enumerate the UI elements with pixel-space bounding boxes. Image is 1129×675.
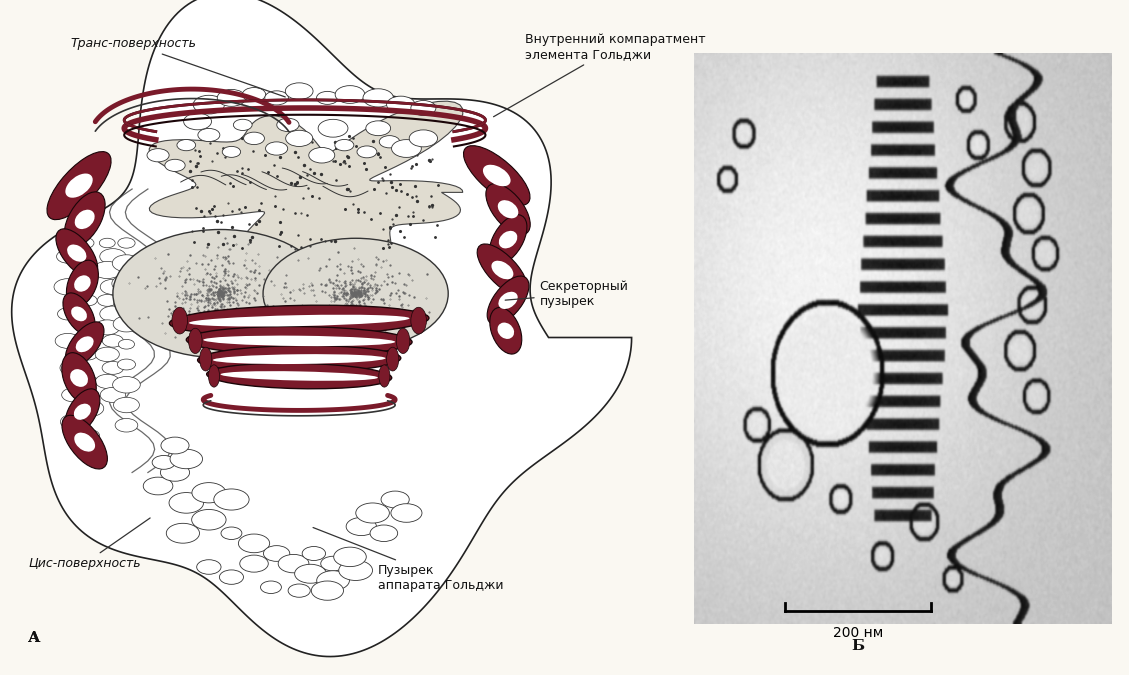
Circle shape (244, 132, 264, 144)
Ellipse shape (67, 260, 98, 307)
Circle shape (102, 361, 124, 375)
Circle shape (386, 96, 415, 113)
Circle shape (392, 140, 421, 157)
Circle shape (56, 250, 79, 263)
Circle shape (58, 308, 78, 320)
Circle shape (221, 527, 242, 539)
Circle shape (219, 570, 244, 585)
Ellipse shape (75, 275, 90, 292)
Ellipse shape (62, 415, 107, 469)
Circle shape (115, 418, 138, 432)
Circle shape (238, 534, 270, 553)
Circle shape (382, 491, 409, 508)
Circle shape (409, 130, 438, 147)
Circle shape (119, 340, 134, 349)
Circle shape (55, 333, 80, 348)
Circle shape (95, 347, 120, 362)
Circle shape (288, 584, 310, 597)
Ellipse shape (478, 244, 527, 296)
Circle shape (295, 564, 326, 583)
Ellipse shape (62, 352, 96, 404)
Ellipse shape (169, 305, 429, 336)
Ellipse shape (64, 192, 105, 247)
Circle shape (335, 140, 353, 151)
Circle shape (334, 547, 366, 566)
Circle shape (278, 554, 309, 573)
Ellipse shape (172, 307, 187, 334)
Ellipse shape (488, 276, 528, 325)
Circle shape (62, 388, 85, 402)
Circle shape (370, 525, 397, 541)
Circle shape (366, 121, 391, 136)
Circle shape (222, 146, 240, 157)
Circle shape (61, 414, 86, 429)
Ellipse shape (65, 389, 99, 435)
Circle shape (54, 279, 81, 295)
Ellipse shape (396, 328, 410, 354)
Circle shape (316, 91, 339, 105)
Ellipse shape (220, 371, 378, 381)
Ellipse shape (67, 244, 87, 262)
Circle shape (76, 238, 94, 248)
Circle shape (112, 275, 141, 292)
Ellipse shape (491, 261, 514, 279)
Text: Цис-поверхность: Цис-поверхность (28, 518, 150, 570)
Circle shape (60, 360, 87, 376)
Circle shape (198, 128, 220, 142)
Circle shape (192, 483, 226, 503)
Circle shape (308, 147, 335, 163)
Ellipse shape (499, 231, 517, 248)
Circle shape (184, 113, 211, 130)
Circle shape (100, 387, 125, 402)
Circle shape (117, 238, 135, 248)
Circle shape (169, 493, 203, 513)
Circle shape (170, 450, 202, 468)
Circle shape (356, 503, 390, 523)
Ellipse shape (411, 307, 427, 334)
Circle shape (357, 146, 377, 158)
Ellipse shape (485, 184, 531, 235)
Circle shape (95, 374, 120, 389)
Circle shape (317, 571, 349, 590)
Polygon shape (149, 101, 463, 279)
Circle shape (161, 437, 189, 454)
Circle shape (391, 504, 422, 522)
Ellipse shape (189, 328, 202, 354)
Circle shape (99, 306, 126, 322)
Circle shape (77, 400, 104, 416)
Text: Секреторный
пузырек: Секреторный пузырек (505, 279, 629, 308)
Circle shape (234, 119, 252, 130)
Circle shape (335, 86, 365, 103)
Ellipse shape (186, 327, 412, 355)
Ellipse shape (73, 404, 91, 420)
Circle shape (114, 398, 139, 412)
Ellipse shape (76, 336, 94, 352)
Circle shape (265, 142, 288, 155)
Circle shape (347, 518, 376, 535)
Circle shape (239, 555, 269, 572)
Circle shape (114, 296, 139, 311)
Ellipse shape (498, 200, 518, 218)
Circle shape (113, 377, 140, 393)
Circle shape (95, 320, 120, 335)
Ellipse shape (203, 335, 395, 346)
Ellipse shape (379, 365, 390, 387)
Ellipse shape (75, 210, 95, 229)
Circle shape (312, 581, 343, 600)
Ellipse shape (498, 323, 514, 339)
Circle shape (112, 254, 141, 272)
Circle shape (99, 248, 126, 265)
Circle shape (364, 89, 393, 107)
Text: Транс-поверхность: Транс-поверхность (70, 37, 286, 97)
Ellipse shape (209, 365, 219, 387)
Ellipse shape (200, 347, 212, 371)
Circle shape (265, 91, 288, 105)
Circle shape (318, 119, 348, 137)
Text: 200 нм: 200 нм (833, 626, 883, 641)
Circle shape (303, 547, 325, 560)
Circle shape (196, 560, 221, 574)
Circle shape (93, 261, 122, 279)
Circle shape (339, 560, 373, 580)
Circle shape (97, 294, 117, 306)
